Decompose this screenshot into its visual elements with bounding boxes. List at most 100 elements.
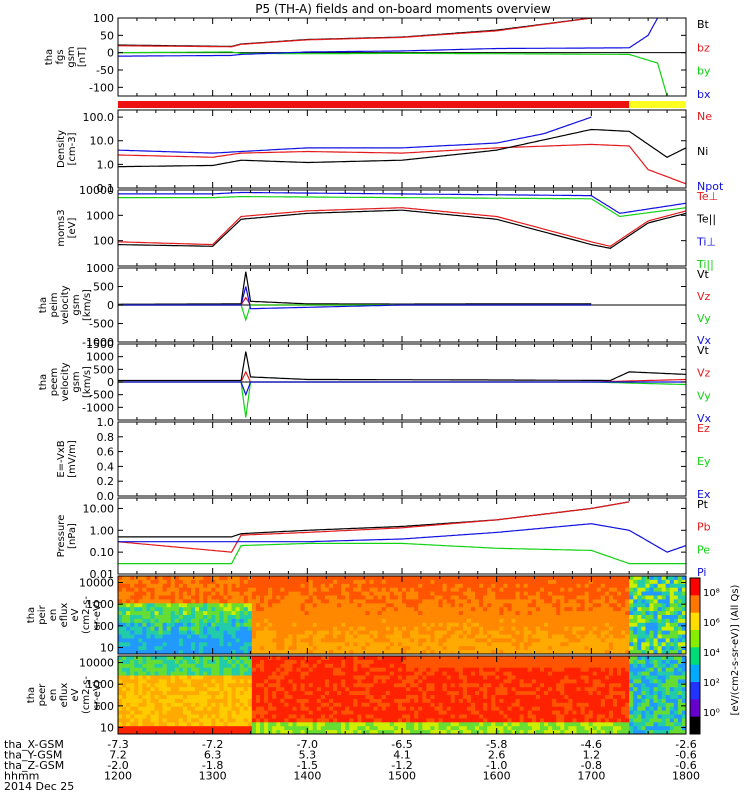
- peir-cell: [288, 615, 293, 620]
- peir-cell: [126, 595, 131, 600]
- peer-cell: [199, 663, 204, 669]
- peir-cell: [414, 615, 419, 620]
- peir-cell: [454, 646, 460, 651]
- peir-cell: [410, 622, 415, 628]
- peir-cell: [454, 587, 460, 593]
- peir-cell: [621, 618, 626, 624]
- peer-cell: [377, 679, 383, 684]
- peir-cell: [556, 607, 561, 612]
- peir-cell: [247, 626, 253, 632]
- peer-cell: [255, 695, 261, 700]
- peir-cell: [369, 579, 375, 585]
- peer-cell: [255, 710, 261, 715]
- peir-cell: [231, 622, 237, 628]
- peir-cell: [316, 603, 322, 608]
- pressure-series-Pi: [118, 523, 686, 553]
- peer-cell: [353, 726, 358, 731]
- peir-cell: [406, 587, 411, 593]
- peir-cell: [264, 642, 269, 647]
- peir-cell: [661, 611, 667, 616]
- peir-cell: [544, 587, 549, 593]
- peer-cell: [142, 675, 147, 680]
- peir-cell: [580, 595, 586, 600]
- peir-cell: [288, 587, 293, 593]
- peir-cell: [158, 642, 164, 647]
- peir-cell: [507, 615, 513, 620]
- peer-cell: [122, 667, 127, 673]
- peir-cell: [292, 646, 298, 651]
- peir-cell: [357, 579, 362, 585]
- peer-cell: [170, 663, 176, 669]
- peir-cell: [268, 611, 273, 616]
- peir-cell: [523, 607, 529, 612]
- peir-cell: [539, 611, 545, 616]
- density-series-Ne: [118, 143, 686, 185]
- peer-cell: [284, 671, 289, 676]
- peir-cell: [475, 603, 480, 608]
- peir-cell: [333, 595, 338, 600]
- peir-cell: [122, 603, 127, 608]
- peir-cell: [450, 650, 456, 654]
- peer-cell: [166, 675, 172, 680]
- peir-cell: [499, 638, 504, 643]
- peir-cell: [673, 630, 679, 635]
- peir-cell: [191, 618, 196, 624]
- peer-cell: [316, 714, 322, 719]
- peer-cell: [341, 726, 346, 731]
- peer-cell: [211, 702, 216, 708]
- peir-cell: [268, 634, 273, 639]
- peir-cell: [580, 587, 586, 593]
- peir-cell: [223, 650, 229, 654]
- peer-cell: [328, 695, 334, 700]
- peir-cell: [146, 638, 151, 643]
- peir-cell: [381, 591, 387, 596]
- peir-cell: [657, 591, 663, 596]
- peir-cell: [629, 615, 634, 620]
- peir-cell: [475, 595, 480, 600]
- peir-cell: [527, 646, 533, 651]
- peer-cell: [300, 698, 306, 704]
- peer-cell: [402, 726, 407, 731]
- peir-cell: [276, 603, 281, 608]
- peir-cell: [422, 579, 427, 585]
- peir-cell: [142, 595, 147, 600]
- peir-cell: [681, 650, 686, 654]
- peer-cell: [345, 722, 350, 727]
- peir-cell: [353, 603, 358, 608]
- peer-cell: [186, 656, 192, 661]
- peir-cell: [548, 607, 553, 612]
- peir-cell: [150, 607, 156, 612]
- peir-cell: [414, 576, 419, 581]
- peer-cell: [349, 679, 354, 684]
- peer-cell: [357, 659, 362, 665]
- peim-ylabel: peim: [49, 292, 60, 317]
- peir-cell: [503, 611, 508, 616]
- peer-cell: [312, 722, 318, 727]
- peir-cell: [600, 595, 606, 600]
- pressure-legend-Pt: Pt: [697, 498, 709, 511]
- peir-cell: [142, 642, 147, 647]
- peir-cell: [503, 576, 508, 581]
- peir-cell: [219, 603, 224, 608]
- peir-cell: [219, 607, 224, 612]
- peir-cell: [519, 646, 525, 651]
- peir-cell: [312, 646, 318, 651]
- peer-cell: [203, 714, 208, 719]
- peir-cell: [288, 583, 293, 589]
- peer-cell: [337, 710, 342, 715]
- peir-cell: [539, 646, 545, 651]
- efield-ytick-label: 0.6: [97, 446, 115, 459]
- peer-cell: [219, 710, 224, 715]
- peir-cell: [369, 642, 375, 647]
- peir-cell: [527, 587, 533, 593]
- peir-cell: [681, 599, 686, 604]
- peer-cell: [365, 671, 371, 676]
- peir-cell: [373, 607, 379, 612]
- peir-cell: [661, 615, 667, 620]
- peir-cell: [316, 611, 322, 616]
- peir-cell: [365, 587, 371, 593]
- peir-cell: [531, 642, 537, 647]
- peir-cell: [673, 622, 679, 628]
- peir-cell: [150, 626, 156, 632]
- peir-cell: [182, 603, 188, 608]
